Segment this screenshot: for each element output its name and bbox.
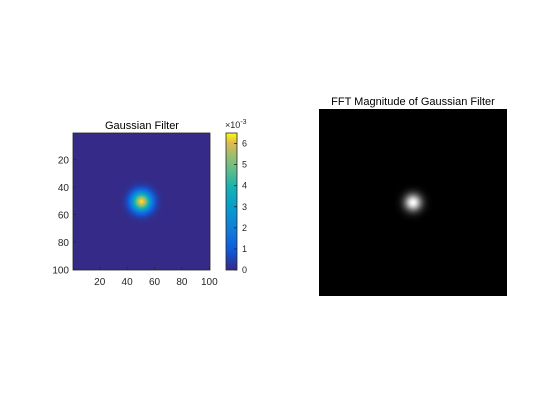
colorbar-tick-label: 6	[242, 139, 247, 149]
colorbar-tick-label: 3	[242, 202, 247, 212]
gaussian-filter-image	[73, 133, 210, 270]
colorbar-tick-label: 0	[242, 265, 247, 275]
colorbar-gradient	[226, 133, 237, 270]
gaussian-filter-plot: Gaussian Filter 20 40 60 80 100 20 40 60 80 100	[52, 120, 218, 288]
y-tick-label: 60	[58, 211, 70, 222]
y-tick-label: 20	[58, 156, 70, 167]
colorbar-box	[225, 132, 238, 271]
x-tick-label: 20	[94, 277, 106, 288]
gaussian-filter-x-axis: 20 40 60 80 100	[94, 267, 218, 288]
colorbar-ticks: 0 1 2 3 4 5 6	[234, 139, 247, 275]
x-tick-label: 60	[149, 277, 161, 288]
y-tick-label: 40	[58, 183, 70, 194]
colorbar-tick-label: 2	[242, 223, 247, 233]
y-tick-label: 100	[52, 265, 69, 276]
x-tick-label: 100	[201, 277, 218, 288]
gaussian-filter-y-axis: 20 40 60 80 100	[52, 156, 76, 276]
x-tick-label: 40	[122, 277, 134, 288]
fft-magnitude-plot: FFT Magnitude of Gaussian Filter	[319, 96, 507, 296]
gaussian-filter-title: Gaussian Filter	[105, 120, 179, 132]
y-tick-label: 80	[58, 238, 70, 249]
colorbar-exponent: ×10-3	[225, 119, 247, 130]
fft-magnitude-image	[319, 109, 507, 296]
x-tick-label: 80	[176, 277, 188, 288]
gaussian-filter-axes-box	[72, 132, 211, 271]
colorbar-tick-label: 5	[242, 160, 247, 170]
colorbar-tick-label: 1	[242, 244, 247, 254]
colorbar-tick-label: 4	[242, 181, 247, 191]
fft-magnitude-title: FFT Magnitude of Gaussian Filter	[331, 96, 495, 108]
colorbar: 0 1 2 3 4 5 6 ×10-3	[225, 119, 247, 275]
